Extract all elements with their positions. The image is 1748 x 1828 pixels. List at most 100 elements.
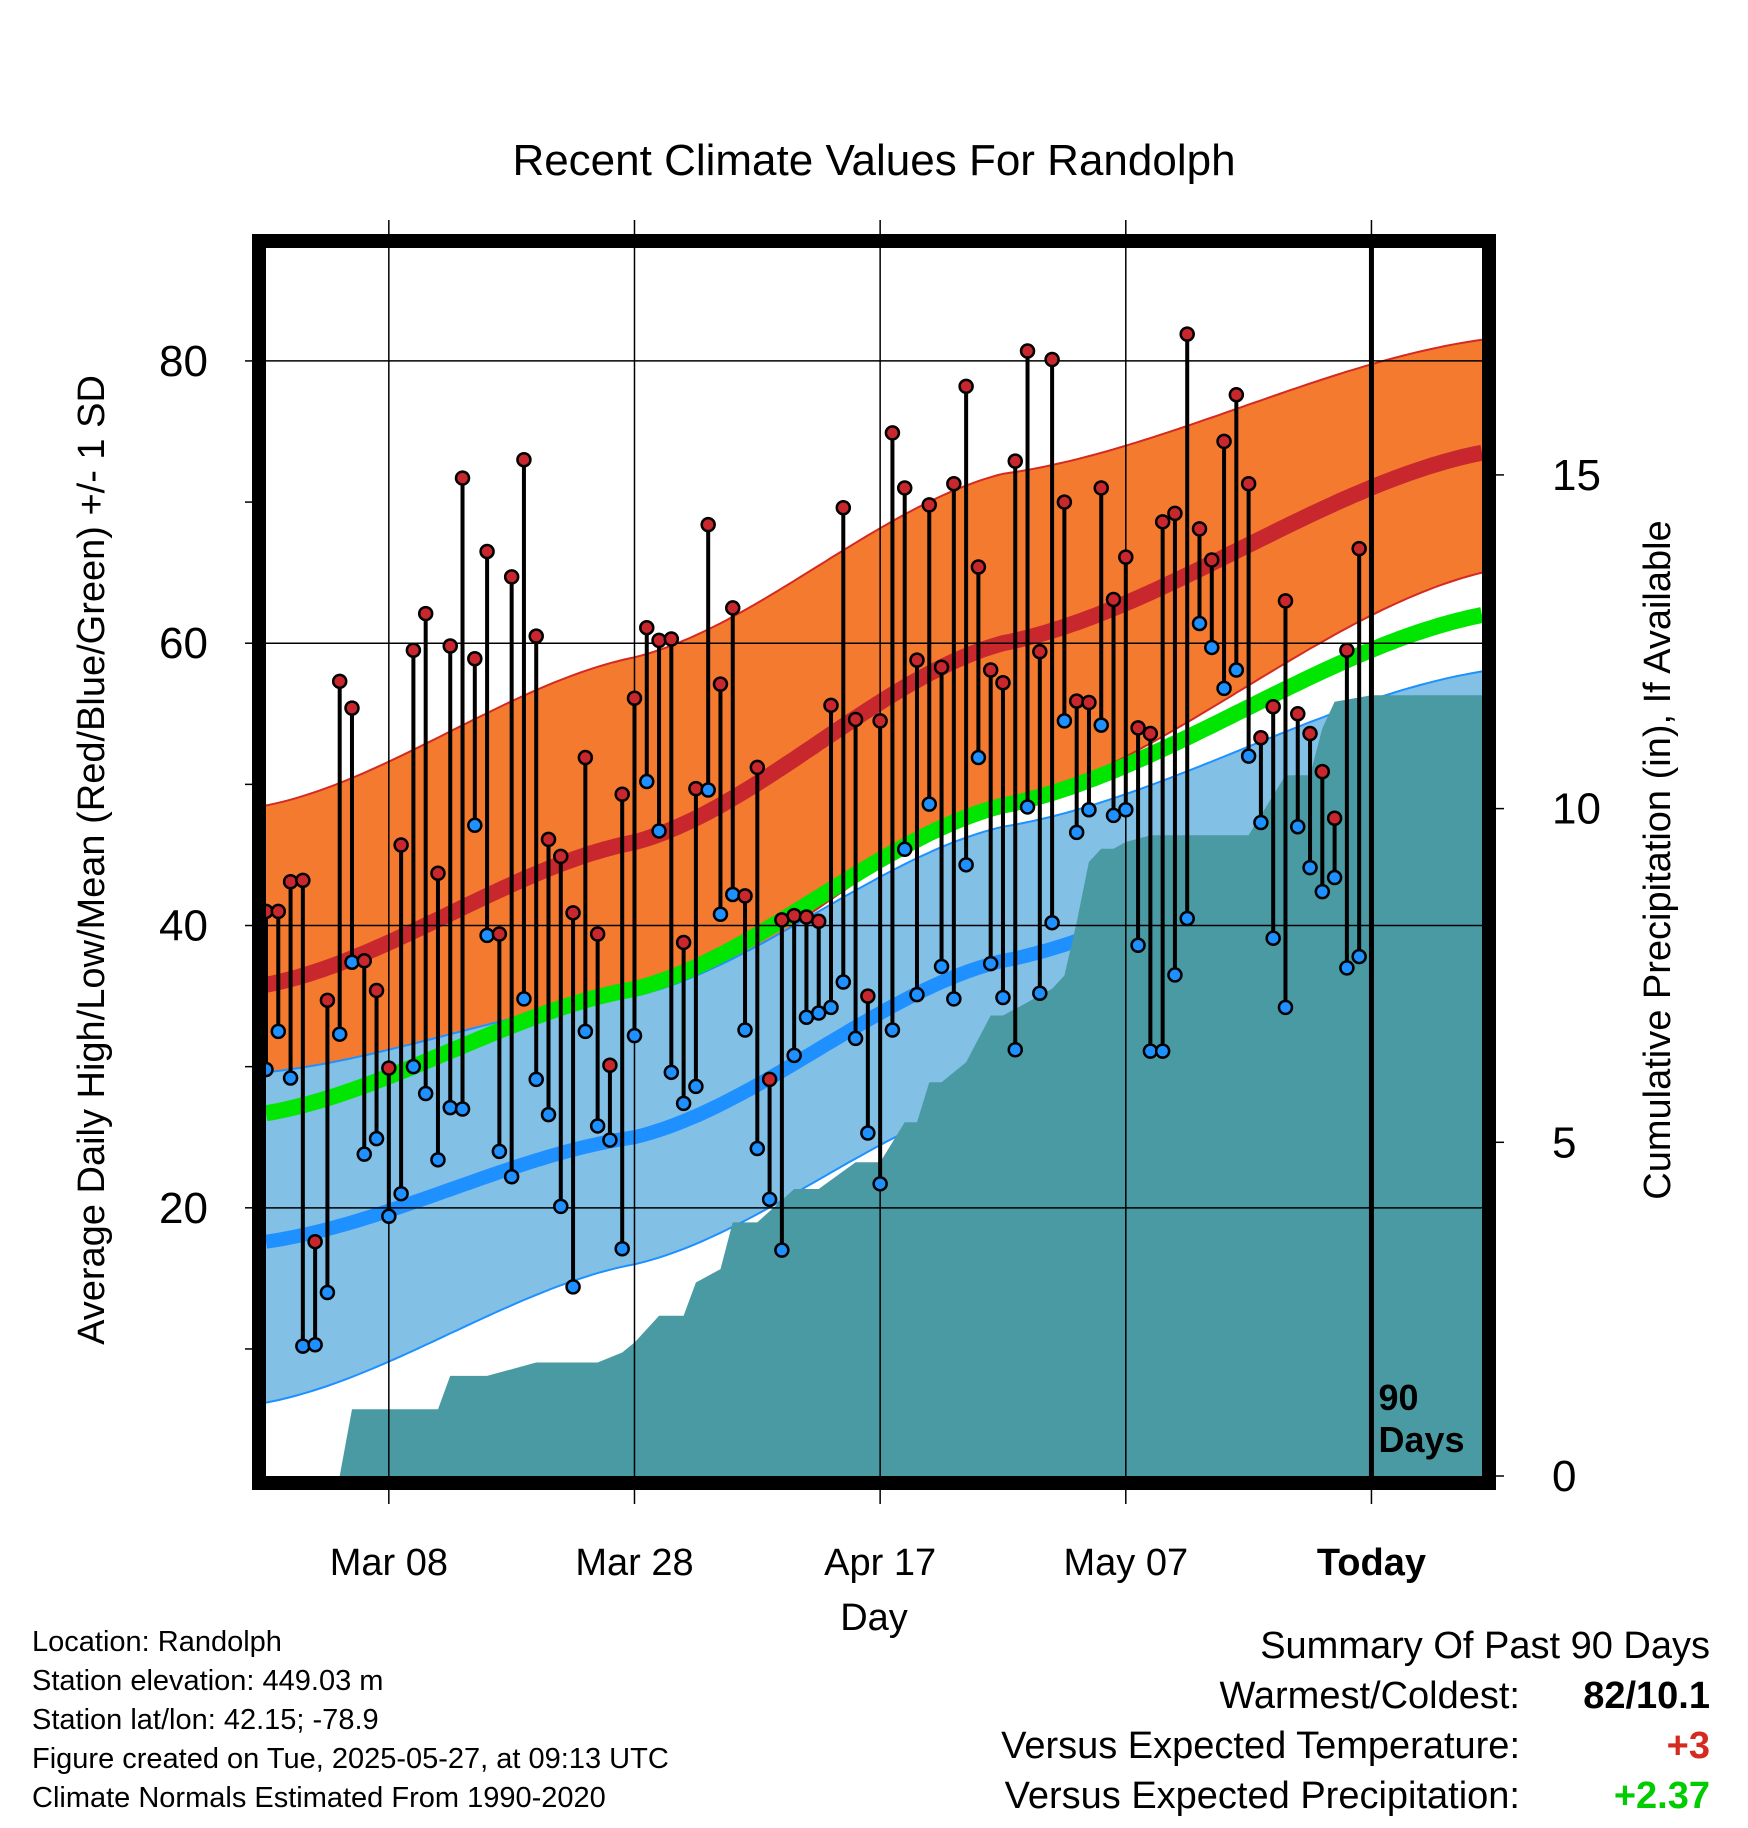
observed-high-point	[270, 903, 287, 920]
observed-low-point	[1093, 717, 1109, 733]
observed-low-point	[540, 1106, 557, 1123]
observed-low-point	[344, 954, 360, 970]
observed-low-point	[712, 906, 729, 922]
elevation-text: Station elevation: 449.03 m	[32, 1665, 384, 1697]
observed-high-point	[1056, 494, 1073, 510]
observed-high-point	[639, 619, 655, 636]
temp-anomaly-label: Versus Expected Temperature:	[1001, 1725, 1520, 1767]
observed-high-point	[589, 926, 606, 942]
observed-low-point	[860, 1125, 876, 1141]
observed-low-point	[1290, 818, 1306, 835]
observed-low-point	[1191, 615, 1208, 632]
plot-frame	[252, 234, 1496, 1490]
y-axis-label: Average Daily High/Low/Mean (Red/Blue/Gr…	[71, 375, 113, 1345]
observed-low-point	[700, 782, 716, 798]
observed-high-point	[565, 905, 581, 921]
cumulative-precip-area	[266, 695, 1482, 1476]
observed-high-point	[921, 497, 938, 513]
observed-high-point	[442, 638, 458, 654]
observed-low-point	[331, 1026, 348, 1042]
normal-mean-line	[266, 607, 1482, 1122]
observed-high-point	[724, 600, 741, 616]
precip-anomaly-value: +2.37	[1613, 1775, 1710, 1817]
observed-high-point	[1302, 725, 1318, 742]
observed-high-point	[737, 888, 753, 904]
observed-low-point	[467, 817, 483, 834]
observed-high-point	[1314, 763, 1331, 780]
x-tick-label: Today	[1317, 1542, 1426, 1584]
observed-low-point	[786, 1047, 802, 1064]
observed-high-point	[1179, 326, 1195, 342]
observed-high-point	[1019, 343, 1036, 359]
observed-high-point	[381, 1060, 397, 1076]
observed-high-point	[503, 569, 520, 585]
observed-high-point	[1290, 706, 1306, 722]
observed-low-point	[1253, 814, 1269, 831]
observed-high-point	[1093, 480, 1109, 496]
observed-high-point	[454, 470, 471, 486]
observed-high-point	[319, 992, 336, 1009]
observed-low-point	[479, 927, 495, 944]
observed-low-point	[553, 1198, 569, 1215]
observed-high-point	[872, 713, 888, 729]
summary-warmest-row: Warmest/Coldest: 82/10.1	[1219, 1676, 1710, 1716]
y-tick-label: 80	[159, 337, 208, 386]
x-tick-label: May 07	[1063, 1542, 1188, 1584]
observed-high-point	[835, 499, 852, 516]
observed-low-point	[528, 1071, 544, 1088]
observed-low-point	[1277, 999, 1294, 1016]
observed-low-point	[319, 1284, 336, 1301]
observed-low-point	[270, 1023, 287, 1040]
observed-low-point	[872, 1176, 888, 1192]
observed-low-point	[1130, 937, 1146, 954]
observed-high-point	[1068, 693, 1085, 709]
x-axis-label: Day	[840, 1597, 908, 1639]
observed-high-point	[295, 872, 311, 889]
observed-high-point	[577, 749, 594, 766]
observed-high-point	[810, 913, 827, 930]
observed-low-point	[1118, 802, 1134, 818]
observed-low-point	[1339, 960, 1355, 976]
observed-low-point	[835, 974, 852, 990]
observed-high-point	[688, 780, 704, 797]
observed-low-point	[381, 1208, 397, 1225]
observed-low-point	[724, 886, 741, 903]
y2-axis-label: Cumulative Precipitation (in), If Availa…	[1637, 520, 1679, 1199]
observed-low-point	[995, 989, 1011, 1006]
observed-high-point	[786, 907, 802, 924]
observed-high-point	[479, 543, 495, 560]
observed-low-point	[688, 1078, 704, 1095]
observed-high-point	[307, 1233, 323, 1250]
observed-low-point	[1154, 1043, 1171, 1059]
observed-low-point	[946, 991, 962, 1007]
created-text: Figure created on Tue, 2025-05-27, at 09…	[32, 1743, 669, 1775]
observed-high-point	[995, 674, 1011, 691]
high-sd-upper-edge	[266, 338, 1482, 807]
observed-high-point	[663, 631, 680, 647]
observed-high-point	[749, 759, 766, 776]
observed-low-point	[626, 1027, 643, 1044]
observed-high-point	[1118, 549, 1134, 565]
observed-high-point	[1204, 552, 1220, 568]
observed-high-point	[1044, 351, 1060, 368]
location-text: Location: Randolph	[32, 1626, 282, 1658]
observed-low-point	[1302, 859, 1318, 876]
observed-high-point	[933, 659, 950, 675]
observed-low-point	[454, 1101, 471, 1117]
high-sd-band	[266, 339, 1482, 1148]
climate-chart: Recent Climate Values For Randolph 90Day…	[71, 136, 1679, 1639]
latlon-text: Station lat/lon: 42.15; -78.9	[32, 1704, 379, 1736]
observed-low-point	[1167, 967, 1183, 983]
observed-low-point	[909, 986, 925, 1003]
summary-title: Summary Of Past 90 Days	[1260, 1625, 1710, 1667]
observed-low-point	[516, 991, 532, 1007]
observed-low-point	[749, 1140, 766, 1157]
observed-high-point	[344, 700, 360, 716]
observed-low-point	[1081, 802, 1097, 818]
x-tick-label: Mar 08	[330, 1542, 448, 1584]
observed-high-point	[553, 848, 569, 865]
days-window-label-line2: Days	[1378, 1419, 1464, 1460]
observed-low-point	[503, 1169, 520, 1185]
observed-low-point	[896, 841, 913, 858]
observed-high-point	[884, 425, 901, 441]
